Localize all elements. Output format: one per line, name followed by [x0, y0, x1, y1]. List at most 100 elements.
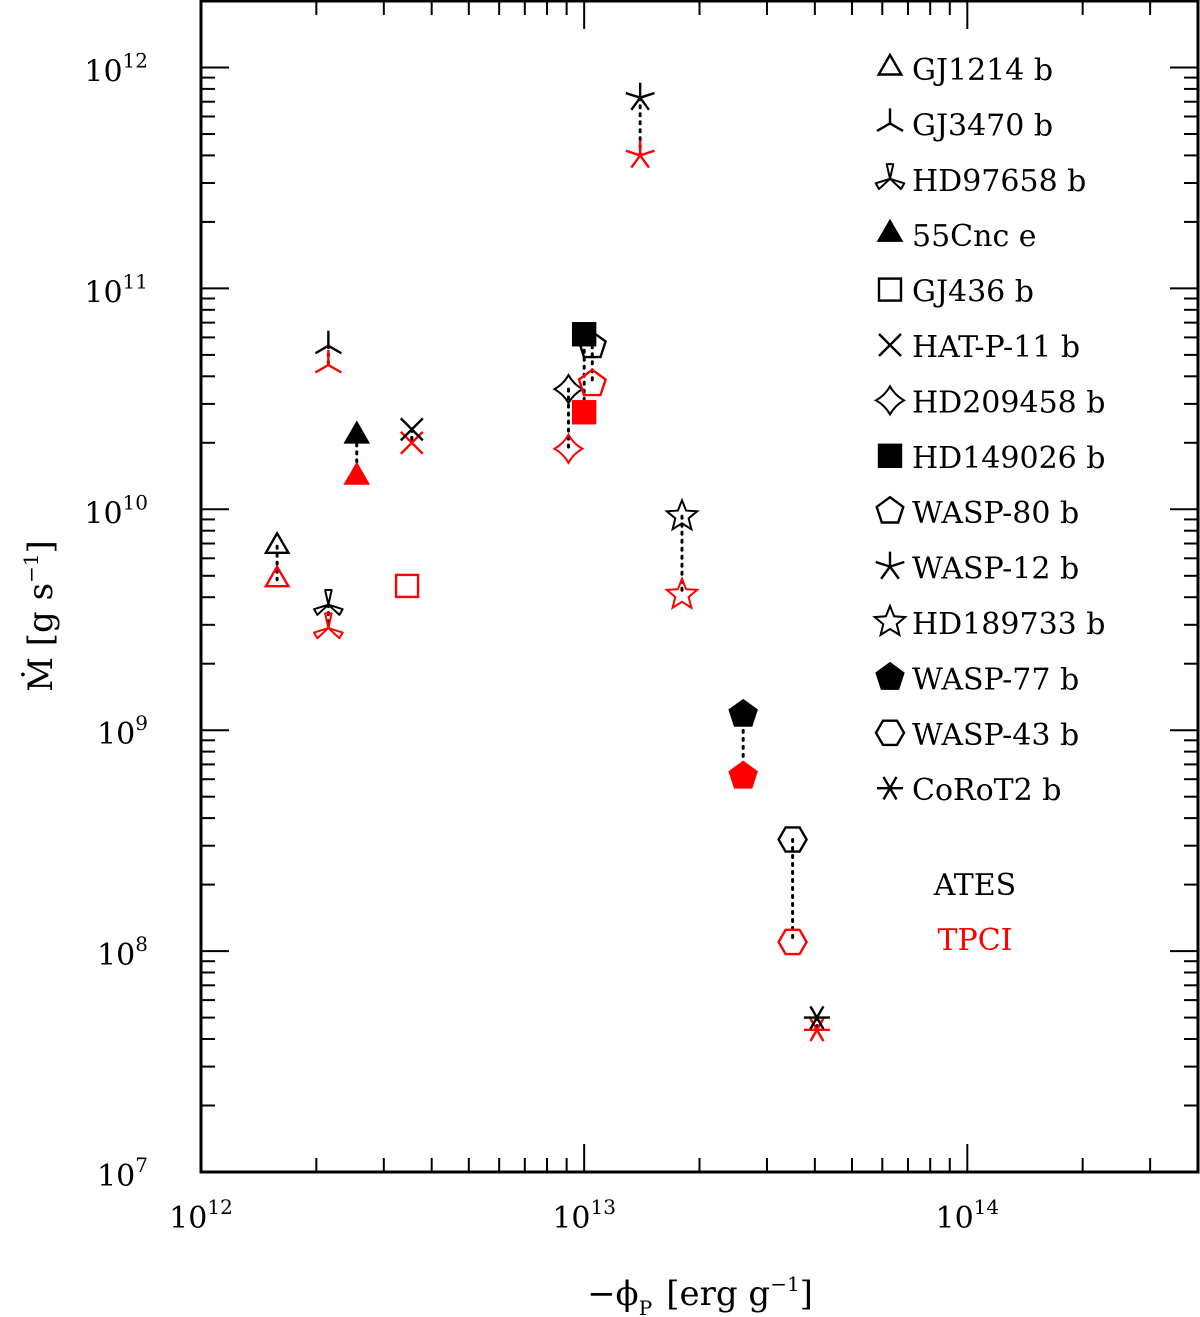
legend-marker-wasp-80-b	[875, 495, 905, 524]
legend-label-gj436-b: GJ436 b	[912, 275, 1034, 310]
x-tick-label-exp: 12	[207, 1195, 232, 1219]
x-axis-label-subscript: P	[639, 1296, 652, 1317]
legend-label-hat-p-11-b: HAT-P-11 b	[912, 330, 1080, 365]
y-tick-label-base: 10	[84, 275, 122, 310]
legend-label-hd97658-b: HD97658 b	[912, 164, 1086, 199]
legend-marker-gj1214-b	[876, 52, 904, 76]
legend-label-gj3470-b: GJ3470 b	[912, 108, 1053, 143]
point-tpci-55cnc-e	[343, 461, 371, 485]
y-tick-label-base: 10	[84, 496, 122, 531]
y-tick-label: 108	[97, 932, 148, 973]
point-tpci-gj436-b	[394, 573, 420, 599]
legend-marker-wasp-12-b	[875, 551, 905, 580]
plot-frame	[199, 0, 1200, 1174]
point-tpci-wasp-77-b	[728, 760, 758, 789]
x-tick-label-base: 10	[169, 1201, 207, 1236]
legend-marker-hat-p-11-b	[878, 333, 902, 357]
y-axis-label-text: Ṁ [g s	[21, 583, 61, 692]
y-axis-label-close: ]	[21, 540, 61, 553]
y-tick-label: 1011	[84, 269, 148, 310]
legend-label-wasp-77-b: WASP-77 b	[912, 662, 1079, 697]
point-ates-hd209458-b	[552, 373, 585, 406]
y-tick-label: 1010	[84, 490, 148, 531]
y-tick-label-exp: 8	[135, 932, 148, 956]
legend-label-hd209458-b: HD209458 b	[912, 385, 1105, 420]
x-tick-label-exp: 14	[974, 1195, 999, 1219]
legend-label-wasp-80-b: WASP-80 b	[912, 496, 1079, 531]
point-ates-55cnc-e	[343, 420, 371, 444]
legend-marker-gj3470-b	[876, 108, 904, 132]
y-tick-label-base: 10	[97, 938, 135, 973]
legend-label-wasp-43-b: WASP-43 b	[912, 718, 1079, 753]
legend-marker-hd189733-b	[872, 603, 908, 638]
legend-label-corot2-b: CoRoT2 b	[912, 773, 1062, 808]
y-tick-label-exp: 12	[123, 48, 148, 72]
legend-marker-55cnc-e	[876, 218, 904, 242]
y-tick-label-exp: 9	[135, 711, 148, 735]
point-ates-wasp-43-b	[777, 826, 808, 853]
legend-marker-wasp-77-b	[875, 661, 905, 690]
y-tick-label-exp: 10	[123, 490, 148, 514]
x-tick-label: 1014	[935, 1195, 999, 1236]
y-tick-label-base: 10	[84, 54, 122, 89]
y-tick-label: 107	[97, 1153, 148, 1194]
y-axis-label: Ṁ [g s−1]	[19, 540, 61, 692]
x-axis-label-symbol: −ϕ	[587, 1274, 639, 1314]
point-ates-wasp-80-b	[577, 330, 608, 359]
point-tpci-hd209458-b	[552, 432, 585, 465]
connectors	[275, 96, 819, 1032]
y-tick-label-exp: 7	[135, 1153, 148, 1177]
point-tpci-hat-p-11-b	[399, 430, 424, 455]
point-ates-wasp-12-b	[625, 82, 655, 111]
legend: GJ1214 b GJ3470 b HD97658 b 55Cnc e GJ436 b H…	[872, 52, 1105, 808]
point-tpci-hd97658-b	[313, 612, 344, 640]
series-legend-ates: ATES	[933, 868, 1017, 903]
legend-marker-hd209458-b	[873, 384, 907, 417]
legend-marker-hd97658-b	[874, 163, 906, 190]
point-ates-gj3470-b	[314, 330, 342, 355]
y-tick-label-base: 10	[97, 1159, 135, 1194]
y-tick-label-exp: 11	[123, 269, 148, 293]
y-tick-label-base: 10	[97, 717, 135, 752]
x-tick-label-exp: 13	[591, 1195, 616, 1219]
point-tpci-wasp-12-b	[625, 140, 655, 169]
legend-label-wasp-12-b: WASP-12 b	[912, 552, 1079, 587]
point-ates-gj1214-b	[263, 530, 291, 554]
y-tick-label: 109	[97, 711, 148, 752]
point-tpci-gj1214-b	[263, 564, 291, 588]
series-legend-tpci: TPCI	[938, 923, 1013, 958]
point-tpci-wasp-80-b	[577, 368, 608, 397]
legend-label-55cnc-e: 55Cnc e	[912, 219, 1037, 254]
point-ates-hat-p-11-b	[399, 417, 424, 442]
data-points	[263, 82, 830, 1042]
legend-marker-hd149026-b	[877, 443, 903, 468]
point-ates-hd97658-b	[313, 589, 344, 616]
x-axis-label-units: [erg g	[666, 1274, 770, 1314]
point-ates-hd189733-b	[664, 497, 700, 532]
legend-label-hd189733-b: HD189733 b	[912, 607, 1105, 642]
point-tpci-gj3470-b	[314, 350, 342, 374]
legend-label-gj1214-b: GJ1214 b	[912, 53, 1053, 88]
x-tick-label: 1013	[552, 1195, 616, 1236]
legend-label-hd149026-b: HD149026 b	[912, 441, 1105, 476]
x-axis-label: −ϕP [erg g−1]	[587, 1272, 813, 1317]
legend-marker-wasp-43-b	[874, 719, 906, 747]
x-axis-label-close: ]	[800, 1274, 813, 1314]
legend-marker-corot2-b	[877, 776, 903, 801]
point-tpci-wasp-43-b	[777, 928, 808, 956]
point-ates-hd149026-b	[571, 322, 597, 347]
y-tick-label: 1012	[84, 48, 148, 89]
y-axis-label-exponent: −1	[19, 553, 43, 582]
point-tpci-hd189733-b	[664, 576, 700, 611]
x-tick-label-base: 10	[552, 1201, 590, 1236]
point-tpci-corot2-b	[803, 1018, 830, 1042]
point-tpci-hd149026-b	[571, 400, 597, 425]
point-ates-wasp-77-b	[728, 698, 758, 727]
x-tick-label: 1012	[169, 1195, 233, 1236]
legend-marker-gj436-b	[877, 277, 903, 302]
series-legend: ATES TPCI	[933, 868, 1017, 958]
x-tick-label-base: 10	[935, 1201, 973, 1236]
x-axis-label-exponent: −1	[770, 1272, 799, 1296]
